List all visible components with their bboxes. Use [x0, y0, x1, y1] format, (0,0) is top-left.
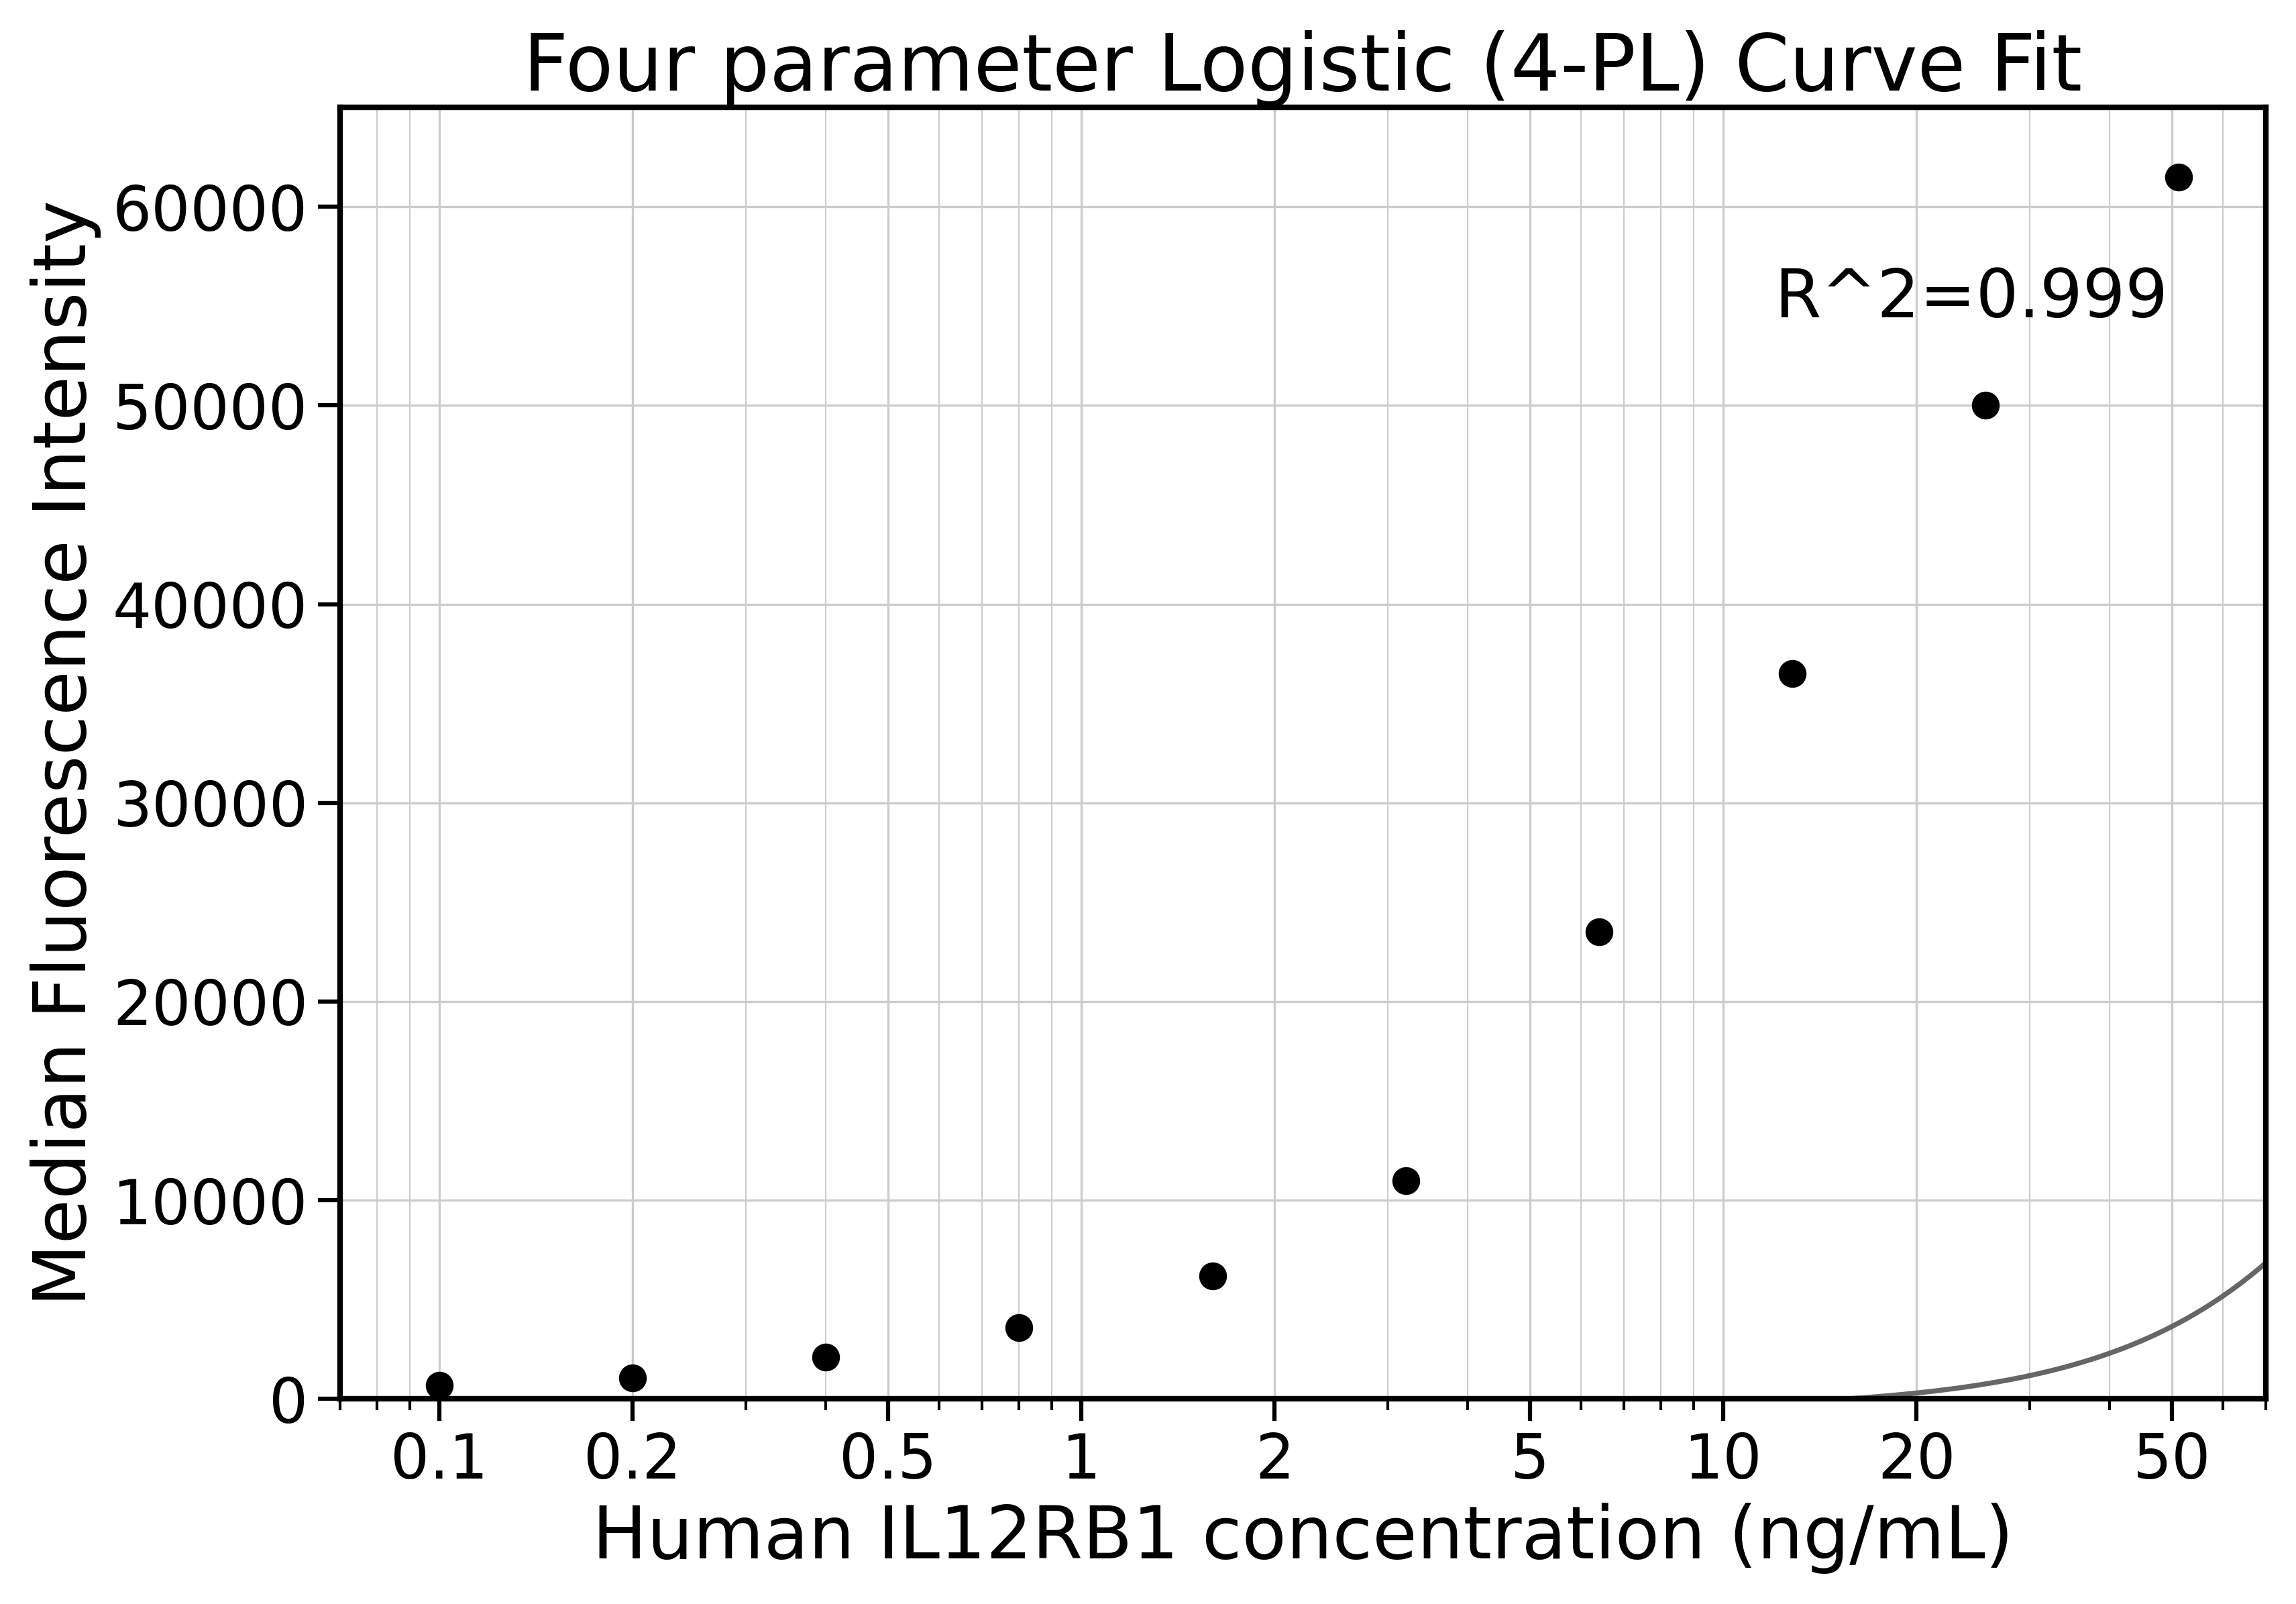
Point: [1775, 661, 1812, 687]
Y-axis label: Median Fluorescence Intensity: Median Fluorescence Intensity: [30, 200, 101, 1306]
Point: [1194, 1262, 1231, 1288]
Point: [1968, 393, 2004, 419]
X-axis label: Human IL12RB1 concentration (ng/mL): Human IL12RB1 concentration (ng/mL): [592, 1503, 2014, 1574]
Text: R^2=0.999: R^2=0.999: [1775, 266, 2167, 332]
Point: [2161, 164, 2197, 189]
Point: [615, 1365, 652, 1391]
Point: [1387, 1168, 1424, 1193]
Point: [808, 1344, 845, 1370]
Point: [420, 1373, 457, 1399]
Point: [1580, 919, 1616, 945]
Title: Four parameter Logistic (4-PL) Curve Fit: Four parameter Logistic (4-PL) Curve Fit: [523, 30, 2082, 107]
Point: [1001, 1315, 1038, 1341]
